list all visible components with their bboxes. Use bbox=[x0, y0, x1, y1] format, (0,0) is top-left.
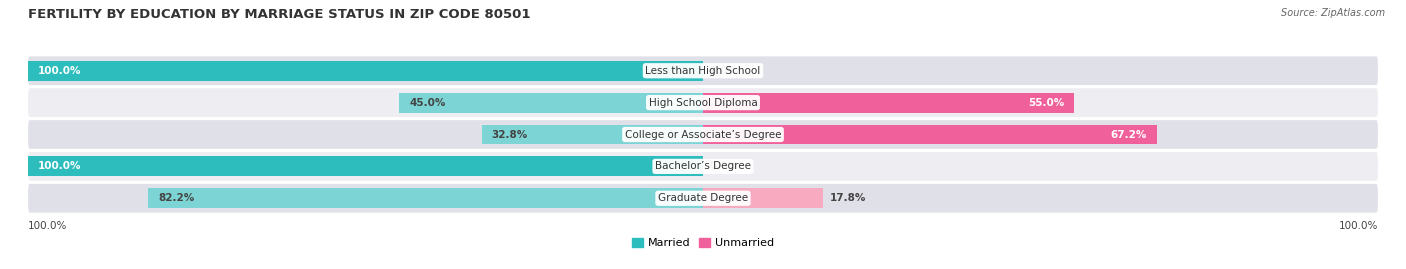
Text: 0.0%: 0.0% bbox=[710, 161, 738, 171]
Text: Bachelor’s Degree: Bachelor’s Degree bbox=[655, 161, 751, 171]
Text: 82.2%: 82.2% bbox=[159, 193, 194, 203]
Bar bbox=[703, 125, 1157, 144]
Text: College or Associate’s Degree: College or Associate’s Degree bbox=[624, 129, 782, 140]
Bar bbox=[28, 61, 703, 81]
Bar bbox=[482, 125, 703, 144]
Bar bbox=[399, 93, 703, 112]
FancyBboxPatch shape bbox=[28, 88, 1378, 117]
Text: 67.2%: 67.2% bbox=[1109, 129, 1146, 140]
Text: 45.0%: 45.0% bbox=[409, 98, 446, 108]
Text: 100.0%: 100.0% bbox=[38, 161, 82, 171]
Bar bbox=[703, 188, 823, 208]
Text: 100.0%: 100.0% bbox=[28, 221, 67, 231]
Text: 100.0%: 100.0% bbox=[38, 66, 82, 76]
Bar bbox=[28, 157, 703, 176]
Bar bbox=[148, 188, 703, 208]
FancyBboxPatch shape bbox=[28, 184, 1378, 213]
Text: Less than High School: Less than High School bbox=[645, 66, 761, 76]
Legend: Married, Unmarried: Married, Unmarried bbox=[627, 234, 779, 253]
Text: Graduate Degree: Graduate Degree bbox=[658, 193, 748, 203]
Text: High School Diploma: High School Diploma bbox=[648, 98, 758, 108]
Text: 100.0%: 100.0% bbox=[1339, 221, 1378, 231]
Bar bbox=[703, 93, 1074, 112]
Text: 32.8%: 32.8% bbox=[492, 129, 529, 140]
Text: 0.0%: 0.0% bbox=[710, 66, 738, 76]
Text: 55.0%: 55.0% bbox=[1028, 98, 1064, 108]
Text: 17.8%: 17.8% bbox=[830, 193, 866, 203]
FancyBboxPatch shape bbox=[28, 56, 1378, 85]
FancyBboxPatch shape bbox=[28, 120, 1378, 149]
FancyBboxPatch shape bbox=[28, 152, 1378, 181]
Text: FERTILITY BY EDUCATION BY MARRIAGE STATUS IN ZIP CODE 80501: FERTILITY BY EDUCATION BY MARRIAGE STATU… bbox=[28, 8, 530, 21]
Text: Source: ZipAtlas.com: Source: ZipAtlas.com bbox=[1281, 8, 1385, 18]
